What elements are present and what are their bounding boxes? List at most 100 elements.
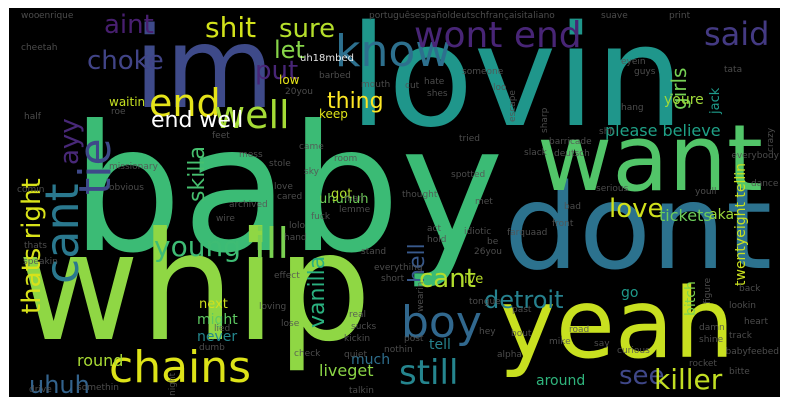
cloud-word: uh18mbed [300,53,354,64]
cloud-word: archived [229,200,268,210]
cloud-word: youre [664,92,704,108]
cloud-word: speakin [23,257,58,267]
cloud-word: damn [699,323,725,333]
cloud-word: dumb [199,343,225,353]
cloud-word: hate [424,77,445,87]
cloud-word: track [729,331,752,341]
cloud-word: love [274,182,293,192]
cloud-word: check [294,349,321,359]
cloud-word: shh [599,127,616,137]
cloud-word: past [512,305,532,315]
cloud-word: detroit [484,286,564,314]
word-cloud: baby whip lovin dont yeah want im chains cant tie… [9,8,780,397]
cloud-word: know [335,26,452,77]
cloud-word: loo [493,83,507,93]
cloud-word: feet [212,131,230,141]
cloud-word: effect [274,271,300,281]
cloud-word: around [536,373,586,389]
cloud-word: stand [361,247,387,257]
cloud-word: keep [319,107,348,121]
cloud-word: tickets [659,206,712,225]
cloud-word: curious [617,346,650,356]
cloud-word: obvious [109,183,144,193]
cloud-word: ayy [55,118,85,165]
cloud-word: lose [281,319,300,329]
cloud-word: bitch [683,281,699,316]
cloud-word: met [475,197,493,207]
cloud-word: cut [405,81,420,91]
cloud-word: babyfeebed [725,347,779,357]
cloud-word: nothin [384,345,413,355]
cloud-word: say [594,339,610,349]
cloud-word: enrique [39,11,74,21]
cloud-word: kickin [344,334,371,344]
cloud-word: might [197,312,238,328]
cloud-word: barbed [319,71,351,81]
cloud-word: bitte [729,367,750,377]
cloud-word: got [331,187,353,202]
cloud-word: came [299,142,324,152]
cloud-word: ill [254,219,290,268]
cloud-word: tata [724,65,743,75]
cloud-word: wire [216,214,235,224]
cloud-word: sure [279,14,336,44]
cloud-word: sharp [540,107,550,133]
cloud-word: lolo [289,221,306,231]
cloud-word: dance [751,179,779,189]
cloud-word: hey [479,327,496,337]
cloud-word: crazy [766,127,776,152]
cloud-word: print [669,11,691,21]
cloud-word: fuck [311,212,331,222]
cloud-word: jack [708,87,723,114]
cloud-word: lemme [339,205,371,215]
cloud-word: sky [304,167,319,177]
cloud-word: want [537,105,764,212]
cloud-word: please believe [605,121,721,140]
cloud-word: wont end [414,15,582,56]
cloud-word: aka [709,207,735,223]
cloud-word: much [351,352,391,368]
cloud-word: talkin [349,386,374,396]
cloud-word: aint [104,10,154,40]
cloud-word: barricade [549,137,592,147]
cloud-word: cared [277,192,303,202]
cloud-word: quiet [344,350,367,360]
cloud-word: baby [71,89,504,292]
cloud-word: stole [269,159,291,169]
cloud-word: missionary [109,162,158,172]
cloud-word: uhuh [29,371,90,397]
cloud-word: bout [511,329,532,339]
cloud-word: bad [564,202,581,212]
cloud-word: still [399,353,459,393]
cloud-word: hang [621,103,644,113]
cloud-word: spotted [451,170,486,180]
cloud-word: farquaad [507,228,548,238]
cloud-word: guys [634,67,656,77]
cloud-word: everything [374,263,423,273]
cloud-word: real [349,310,367,320]
cloud-word: choke [87,46,164,76]
cloud-word: lovin [349,8,685,159]
cloud-word: skilla [185,145,210,202]
cloud-word: 26you [474,247,502,257]
cloud-word: im [134,8,275,134]
cloud-word: thought [402,190,438,200]
cloud-word: tried [459,134,480,144]
cloud-word: act [427,224,441,234]
cloud-word: mike [549,337,571,347]
cloud-word: ive [464,272,484,287]
cloud-word: vanilla [305,255,330,328]
cloud-word: yeah [499,268,735,380]
cloud-word: cheetah [21,43,58,53]
cloud-word: end well [151,108,244,133]
cloud-word: lookin [729,301,756,311]
cloud-word: boy [401,297,482,348]
cloud-word: portuguêsespañoldeutschfrançaisitaliano [369,11,555,21]
cloud-word: chains [109,342,252,393]
cloud-word: lied [214,324,231,334]
cloud-word: let [274,36,305,64]
cloud-word: 20you [285,87,313,97]
cloud-word: shes [427,89,448,99]
cloud-word: someone [462,67,504,77]
cloud-word: thing [327,89,384,114]
